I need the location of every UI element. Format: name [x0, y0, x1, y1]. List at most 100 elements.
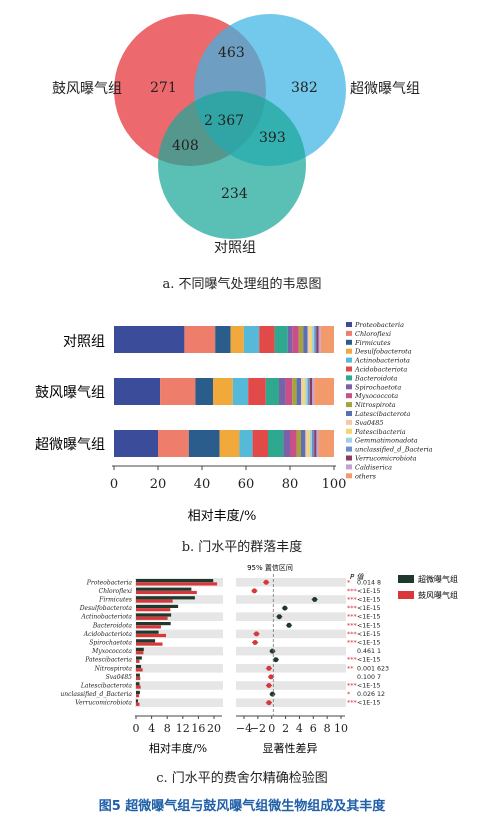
- bar-segment-2-chloroflexi: [158, 430, 189, 457]
- fisher-left-axis-title: 相对丰度/%: [149, 741, 207, 755]
- fisher-bar-blower-sva0485: [136, 676, 141, 681]
- fisher-row-bg-left-4: [135, 612, 223, 621]
- fisher-row-bg-right-4: [236, 612, 346, 621]
- legend-swatch-chloroflexi: [346, 330, 352, 336]
- bar-segment-1-patescibacteria: [303, 378, 306, 405]
- venn-bottom-only: 234: [221, 186, 248, 202]
- bar-x-tick-4: 80: [282, 477, 299, 492]
- bar-segment-1-sva0485: [301, 378, 304, 405]
- fisher-bar-blower-verrucomicrobiota: [136, 702, 140, 706]
- legend-swatch-spirochaetota: [346, 384, 352, 390]
- bar-segment-1-verrucomicrobiota: [309, 378, 312, 405]
- fisher-bar-ultrafine-chloroflexi: [136, 587, 192, 591]
- caption-c: c. 门水平的费舍尔精确检验图: [156, 770, 328, 786]
- fisher-category-bacteroidota: Bacteroidota: [92, 622, 133, 629]
- venn-left-bottom: 408: [172, 138, 199, 154]
- fisher-bar-ultrafine-spirochaetota: [136, 639, 156, 643]
- venn-left-only: 271: [150, 80, 177, 96]
- fisher-category-desulfobacterota: Desulfobacterota: [79, 605, 133, 612]
- fisher-star-bacteroidota: ***: [347, 621, 358, 629]
- bar-segment-0-spirochaetota: [287, 326, 293, 353]
- fisher-category-chloroflexi: Chloroflexi: [99, 588, 132, 595]
- fisher-left-tick-0: 0: [133, 722, 140, 735]
- fisher-left-tick-3: 12: [176, 722, 190, 735]
- legend-label-latescibacterota: Latescibacterota: [354, 410, 410, 418]
- fisher-right-axis-title: 显著性差异: [263, 741, 318, 755]
- legend-swatch-gemmatimonadota: [346, 437, 352, 443]
- bar-x-axis-title: 相对丰度/%: [188, 508, 257, 524]
- fisher-pvalue-nitrospirota: 0.001 623: [357, 665, 389, 672]
- stacked-bar-chart: 0 20 40 60 80 100 对照组 鼓风曝气组 超微曝气组 相对丰度/% Prot…: [35, 321, 433, 524]
- bar-segment-1-latescibacterota: [296, 378, 301, 405]
- fisher-star-acidobacteriota: ***: [347, 630, 358, 638]
- fisher-ci-label: 95% 置信区间: [247, 563, 293, 572]
- fisher-pvalue-proteobacteria: 0.014 8: [357, 579, 381, 586]
- fisher-diff-point-proteobacteria: [263, 579, 269, 585]
- bar-x-tick-5: 100: [322, 477, 347, 492]
- fisher-bar-ultrafine-acidobacteriota: [136, 630, 159, 634]
- fisher-bar-blower-latescibacterota: [136, 685, 141, 689]
- fisher-left-tick-2: 8: [164, 722, 171, 735]
- fisher-diff-point-chloroflexi: [251, 588, 257, 594]
- fisher-star-verrucomicrobiota: ***: [347, 699, 358, 707]
- legend-label-desulfobacterota: Desulfobacterota: [354, 348, 412, 356]
- fisher-star-chloroflexi: ***: [347, 587, 358, 595]
- fisher-legend-swatch-1: [398, 591, 414, 599]
- legend-label-actinobacteriota: Actinobacteriota: [354, 357, 410, 365]
- fisher-category-sva0485: Sva0485: [106, 674, 133, 681]
- fisher-bar-ultrafine-myxococcota: [136, 647, 144, 651]
- fisher-bar-blower-desulfobacterota: [136, 608, 171, 612]
- bar-segment-0-others: [320, 326, 334, 353]
- fisher-pvalue-chloroflexi: <1E-15: [357, 588, 381, 595]
- legend-label-sva0485: Sva0485: [355, 419, 384, 427]
- legend-label-firmicutes: Firmicutes: [354, 339, 391, 347]
- bar-segment-0-myxococcota: [292, 326, 299, 353]
- bar-segment-2-desulfobacterota: [219, 430, 240, 457]
- fisher-bar-ultrafine-firmicutes: [136, 596, 195, 600]
- fisher-bar-ultrafine-latescibacterota: [136, 682, 140, 686]
- figure-title: 图5 超微曝气组与鼓风曝气组微生物组成及其丰度: [99, 798, 387, 814]
- fisher-bar-ultrafine-verrucomicrobiota: [136, 699, 138, 703]
- bar-segment-2-caldiserica: [316, 430, 319, 457]
- venn-left-right: 463: [218, 45, 245, 61]
- bar-segment-0-chloroflexi: [184, 326, 216, 353]
- bar-segment-2-bacteroidota: [268, 430, 284, 457]
- fisher-row-bg-left-2: [135, 595, 223, 604]
- bar-segment-1-unclassified-d-bacteria: [307, 378, 310, 405]
- bar-segment-0-gemmatimonadota: [312, 326, 315, 353]
- fisher-right-tick-7: 10: [334, 722, 348, 735]
- fisher-row-bg-left-8: [135, 646, 223, 656]
- legend-swatch-bacteroidota: [346, 375, 352, 381]
- venn-right-bottom: 393: [259, 130, 286, 146]
- bar-segment-0-sva0485: [307, 326, 310, 353]
- bar-segment-2-gemmatimonadota: [309, 430, 312, 457]
- legend-swatch-sva0485: [346, 419, 352, 425]
- fisher-row-bg-right-8: [236, 646, 346, 656]
- legend-swatch-patescibacteria: [346, 428, 352, 434]
- fisher-bar-blower-spirochaetota: [136, 642, 163, 646]
- fisher-diff-point-spirochaetota: [252, 640, 258, 645]
- fisher-row-bg-right-0: [236, 578, 346, 587]
- fisher-pvalue-bacteroidota: <1E-15: [357, 622, 381, 629]
- bar-group-label-2: 超微曝气组: [35, 437, 105, 453]
- bar-group-label-1: 鼓风曝气组: [35, 385, 105, 401]
- fisher-row-bg-left-6: [135, 629, 223, 639]
- legend-swatch-firmicutes: [346, 339, 352, 345]
- bar-segment-2-others: [318, 430, 334, 457]
- bar-segment-2-acidobacteriota: [252, 430, 268, 457]
- bar-segment-0-firmicutes: [215, 326, 231, 353]
- bar-segment-1-actinobacteriota: [232, 378, 249, 405]
- fisher-category-actinobacteriota: Actinobacteriota: [80, 614, 132, 621]
- fisher-star-actinobacteriota: ***: [347, 613, 358, 621]
- legend-swatch-acidobacteriota: [346, 366, 352, 372]
- fisher-diff-point-actinobacteriota: [276, 614, 282, 620]
- fisher-row-bg-left-10: [135, 664, 223, 673]
- fisher-left-tick-5: 20: [207, 722, 221, 735]
- bar-segment-0-acidobacteriota: [259, 326, 275, 353]
- fisher-pvalue-desulfobacterota: <1E-15: [357, 605, 381, 612]
- bar-segment-0-nitrospirota: [298, 326, 304, 353]
- fisher-bar-ultrafine-patescibacteria: [136, 656, 142, 660]
- legend-label-patescibacteria: Patescibacteria: [354, 428, 406, 436]
- fisher-right-tick-2: 0: [268, 722, 275, 735]
- bar-segment-0-verrucomicrobiota: [316, 326, 319, 353]
